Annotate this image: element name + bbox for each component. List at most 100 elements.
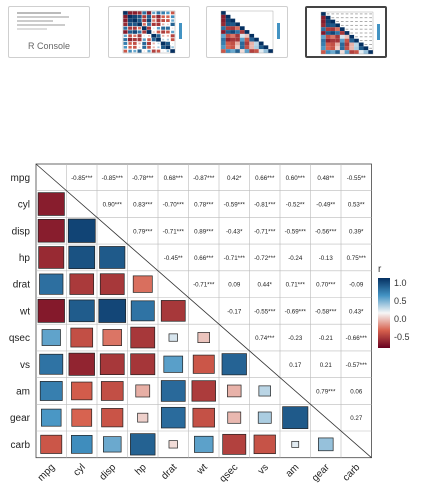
corr-label: -0.66*** (346, 335, 368, 342)
corr-square (99, 273, 125, 295)
corr-square (135, 384, 151, 398)
corr-square (221, 353, 247, 376)
corrplot-full-preview-icon (122, 10, 182, 54)
corr-square (98, 298, 127, 323)
corr-square (197, 332, 210, 343)
corr-square (39, 273, 64, 295)
corr-square (41, 329, 61, 346)
thumb-corrplot-mixed[interactable] (305, 6, 387, 58)
corr-square (130, 300, 155, 322)
row-labels: mpg cyl disp hp drat wt qsec vs am gear carb (9, 173, 31, 451)
row-label: vs (20, 360, 30, 371)
corrplot-lower-preview-icon (220, 10, 280, 54)
row-label: qsec (9, 333, 30, 344)
corr-square (160, 406, 186, 429)
corr-square (192, 407, 215, 428)
corr-label: 0.83*** (133, 202, 153, 209)
corr-label: -0.87*** (193, 175, 215, 182)
corr-square (68, 245, 96, 270)
corr-square (258, 385, 271, 397)
row-label: carb (11, 440, 31, 451)
corr-label: -0.69*** (285, 308, 307, 315)
column-label: disp (98, 462, 119, 483)
corr-square (70, 327, 94, 348)
row-label: cyl (18, 200, 30, 211)
corr-label: 0.79*** (133, 228, 153, 235)
legend-colorbar (378, 278, 390, 348)
corr-label: -0.70*** (163, 202, 185, 209)
corr-label: -0.71*** (224, 255, 246, 262)
corr-square (191, 380, 216, 402)
corr-square (37, 192, 65, 216)
thumb-r-console[interactable]: R Console (8, 6, 90, 58)
corr-label: -0.71*** (163, 228, 185, 235)
row-label: hp (19, 253, 31, 264)
corr-label: -0.71*** (193, 282, 215, 289)
thumb-corrplot-lower[interactable] (206, 6, 288, 58)
legend-tick: 1.0 (394, 278, 407, 288)
corr-label: -0.56*** (315, 228, 337, 235)
corr-square (101, 408, 124, 428)
corr-square (168, 333, 178, 342)
corr-label: 0.27 (350, 415, 363, 422)
corr-label: 0.53** (348, 202, 365, 209)
plot-history-thumbnails: R Console (0, 0, 428, 70)
corr-square (130, 433, 156, 456)
corr-label: -0.21 (319, 335, 334, 342)
column-label: gear (310, 462, 332, 484)
row-label: am (16, 386, 30, 397)
corr-label: 0.21 (320, 362, 333, 369)
thumb-caption: R Console (27, 41, 71, 51)
corr-square (103, 436, 122, 453)
corr-label: -0.13 (319, 255, 334, 262)
corr-label: 0.43* (349, 308, 364, 315)
corr-label: 0.39* (349, 228, 364, 235)
corr-label: -0.17 (227, 308, 242, 315)
corr-square (253, 434, 276, 455)
corr-label: 0.70*** (316, 282, 336, 289)
corr-square (130, 353, 156, 376)
column-label: vs (256, 462, 271, 477)
corr-square (160, 300, 186, 322)
corr-label: 0.74*** (255, 335, 275, 342)
corr-square (71, 435, 93, 454)
corr-label: 0.09 (228, 282, 241, 289)
column-label: mpg (36, 462, 58, 484)
corr-label: 0.06 (350, 388, 363, 395)
corr-square (68, 299, 95, 323)
corr-square (71, 381, 93, 401)
corr-label: -0.72*** (254, 255, 276, 262)
corr-square (192, 354, 215, 374)
row-label: mpg (11, 173, 30, 184)
corr-square (257, 411, 272, 424)
corr-square (100, 381, 124, 401)
corr-square (227, 384, 242, 398)
corr-label: 0.79*** (316, 388, 336, 395)
row-label: wt (19, 306, 30, 317)
row-label: disp (12, 226, 31, 237)
corr-square (132, 275, 153, 293)
corr-label: -0.81*** (254, 202, 276, 209)
corr-label: -0.59*** (285, 228, 307, 235)
console-text-icon (17, 12, 69, 30)
corr-label: 0.66*** (255, 175, 275, 182)
corr-square (41, 408, 62, 427)
corr-square (38, 246, 65, 269)
corr-square (163, 355, 184, 373)
corr-square (160, 380, 186, 402)
corr-square (130, 326, 156, 349)
column-label: qsec (218, 462, 241, 485)
column-label: cyl (71, 462, 87, 478)
color-legend: r 1.0 0.5 0.0 -0.5 (378, 264, 410, 348)
corr-square (291, 440, 300, 448)
corr-square (222, 433, 247, 455)
corr-label: -0.58*** (315, 308, 337, 315)
correlation-matrix: -0.85*** -0.85*** -0.78*** 0.68*** -0.87*** 0… (35, 163, 372, 459)
corr-label: -0.23 (288, 335, 303, 342)
corr-square (71, 408, 93, 427)
corr-label: 0.71*** (286, 282, 306, 289)
thumb-corrplot-full[interactable] (108, 6, 190, 58)
column-label: hp (133, 462, 149, 478)
corr-square (37, 219, 65, 243)
corr-label: 0.75*** (347, 255, 367, 262)
